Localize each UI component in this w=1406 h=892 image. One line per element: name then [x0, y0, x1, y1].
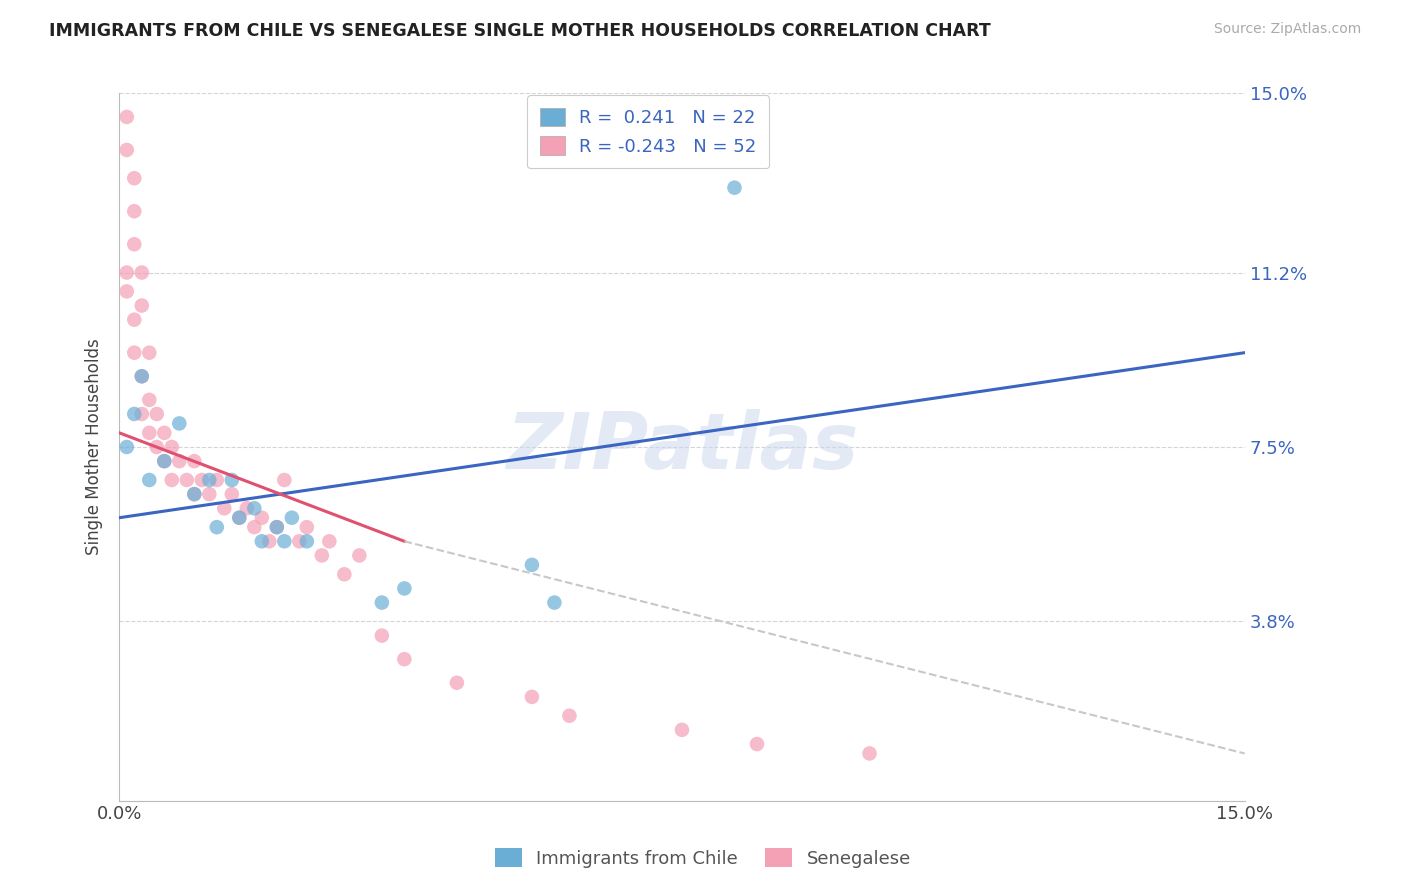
Point [558, 708, 581, 723]
Point [295, 534, 318, 549]
Point [198, 487, 221, 501]
Point [281, 510, 304, 524]
Point [394, 582, 416, 596]
Point [138, 345, 160, 359]
Point [131, 369, 153, 384]
Point [520, 690, 543, 704]
Point [146, 407, 169, 421]
Point [228, 510, 250, 524]
Point [169, 454, 191, 468]
Point [671, 723, 693, 737]
Point [153, 454, 176, 468]
Point [131, 407, 153, 421]
Point [138, 473, 160, 487]
Point [243, 520, 266, 534]
Point [131, 299, 153, 313]
Point [183, 454, 205, 468]
Text: Source: ZipAtlas.com: Source: ZipAtlas.com [1213, 22, 1361, 37]
Point [146, 440, 169, 454]
Point [205, 473, 228, 487]
Point [131, 369, 153, 384]
Point [183, 487, 205, 501]
Point [131, 266, 153, 280]
Point [153, 454, 176, 468]
Legend: R =  0.241   N = 22, R = -0.243   N = 52: R = 0.241 N = 22, R = -0.243 N = 52 [527, 95, 769, 169]
Point [160, 440, 183, 454]
Point [745, 737, 768, 751]
Point [318, 534, 340, 549]
Point [124, 312, 146, 326]
Point [176, 473, 198, 487]
Point [543, 596, 565, 610]
Point [115, 440, 138, 454]
Legend: Immigrants from Chile, Senegalese: Immigrants from Chile, Senegalese [484, 838, 922, 879]
Point [394, 652, 416, 666]
Point [723, 180, 745, 194]
Text: ZIPatlas: ZIPatlas [506, 409, 858, 485]
Point [266, 520, 288, 534]
Text: IMMIGRANTS FROM CHILE VS SENEGALESE SINGLE MOTHER HOUSEHOLDS CORRELATION CHART: IMMIGRANTS FROM CHILE VS SENEGALESE SING… [49, 22, 991, 40]
Point [371, 629, 394, 643]
Point [520, 558, 543, 572]
Point [124, 407, 146, 421]
Point [295, 520, 318, 534]
Point [311, 549, 333, 563]
Point [205, 520, 228, 534]
Point [349, 549, 371, 563]
Point [138, 425, 160, 440]
Point [250, 510, 273, 524]
Point [138, 392, 160, 407]
Point [858, 747, 880, 761]
Point [273, 534, 295, 549]
Point [124, 345, 146, 359]
Point [183, 487, 205, 501]
Point [153, 425, 176, 440]
Point [228, 510, 250, 524]
Point [115, 143, 138, 157]
Point [115, 110, 138, 124]
Point [115, 266, 138, 280]
Point [236, 501, 259, 516]
Point [124, 204, 146, 219]
Point [191, 473, 214, 487]
Point [273, 473, 295, 487]
Point [221, 487, 243, 501]
Point [333, 567, 356, 582]
Point [243, 501, 266, 516]
Point [371, 596, 394, 610]
Point [288, 534, 311, 549]
Point [124, 237, 146, 252]
Point [446, 675, 468, 690]
Point [198, 473, 221, 487]
Point [115, 285, 138, 299]
Point [259, 534, 281, 549]
Y-axis label: Single Mother Households: Single Mother Households [86, 339, 103, 556]
Point [221, 473, 243, 487]
Point [160, 473, 183, 487]
Point [214, 501, 236, 516]
Point [266, 520, 288, 534]
Point [124, 171, 146, 186]
Point [250, 534, 273, 549]
Point [169, 417, 191, 431]
